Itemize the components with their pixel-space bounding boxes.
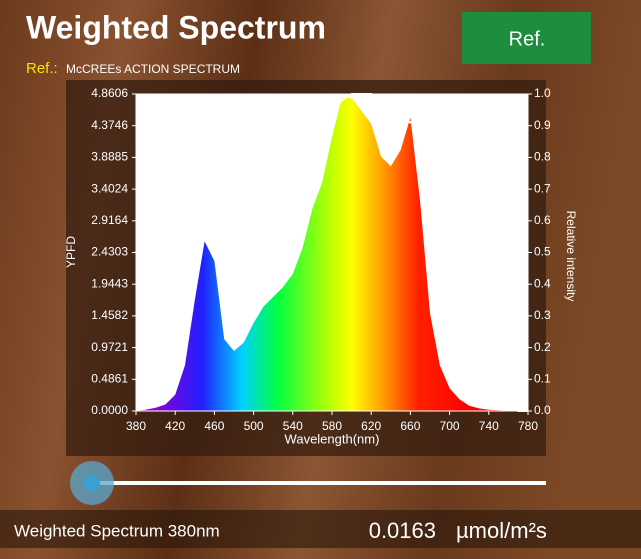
x-tick-label: 380 bbox=[126, 419, 146, 433]
y-tick-label: 4.3746 bbox=[91, 118, 128, 132]
y2-tick-label: 0.5 bbox=[534, 245, 551, 259]
x-tick-label: 540 bbox=[283, 419, 303, 433]
y-axis-label: YPFD bbox=[64, 236, 78, 268]
x-tick-label: 420 bbox=[165, 419, 185, 433]
y-tick-label: 1.9443 bbox=[91, 276, 128, 290]
ref-name: McCREEs ACTION SPECTRUM bbox=[66, 62, 240, 76]
x-axis-label: Wavelength(nm) bbox=[285, 431, 380, 446]
intensity-line bbox=[135, 93, 528, 412]
y-tick-label: 2.4303 bbox=[91, 245, 128, 259]
x-tick-label: 780 bbox=[518, 419, 538, 433]
y-tick-label: 1.4582 bbox=[91, 308, 128, 322]
y2-tick-label: 0.4 bbox=[534, 276, 551, 290]
spectrum-area bbox=[136, 98, 528, 411]
y-tick-label: 3.8885 bbox=[91, 150, 128, 164]
x-tick-label: 660 bbox=[400, 419, 420, 433]
x-tick-label: 460 bbox=[204, 419, 224, 433]
y2-tick-label: 0.6 bbox=[534, 213, 551, 227]
slider-knob-center[interactable] bbox=[84, 475, 100, 491]
y-tick-label: 3.4024 bbox=[91, 181, 128, 195]
x-tick-label: 700 bbox=[440, 419, 460, 433]
y-tick-label: 0.9721 bbox=[91, 340, 128, 354]
y2-tick-label: 0.9 bbox=[534, 118, 551, 132]
x-tick-label: 620 bbox=[361, 419, 381, 433]
ref-button-label[interactable]: Ref. bbox=[509, 28, 546, 50]
plot-frame bbox=[135, 93, 529, 412]
footer-label: Weighted Spectrum 380nm bbox=[14, 521, 220, 540]
y-tick-label: 2.9164 bbox=[91, 213, 128, 227]
y2-tick-label: 0.7 bbox=[534, 181, 551, 195]
footer-value: 0.0163 bbox=[369, 518, 436, 543]
ref-label: Ref.: bbox=[26, 60, 58, 77]
y-tick-label: 0.0000 bbox=[91, 403, 128, 417]
y2-tick-label: 0.3 bbox=[534, 308, 551, 322]
y2-tick-label: 0.8 bbox=[534, 150, 551, 164]
x-tick-label: 500 bbox=[244, 419, 264, 433]
y2-tick-label: 0.0 bbox=[534, 403, 551, 417]
y2-tick-label: 1.0 bbox=[534, 86, 551, 100]
y2-tick-label: 0.2 bbox=[534, 340, 551, 354]
x-tick-label: 580 bbox=[322, 419, 342, 433]
x-tick-label: 740 bbox=[479, 419, 499, 433]
y-tick-label: 4.8606 bbox=[91, 86, 128, 100]
ref-button[interactable] bbox=[462, 12, 591, 64]
y2-axis-label: Relative intensity bbox=[564, 211, 578, 302]
footer-bar bbox=[0, 510, 641, 548]
title: Weighted Spectrum bbox=[26, 9, 326, 45]
y-tick-label: 0.4861 bbox=[91, 371, 128, 385]
y2-tick-label: 0.1 bbox=[534, 371, 551, 385]
footer-unit: µmol/m²s bbox=[456, 518, 547, 543]
